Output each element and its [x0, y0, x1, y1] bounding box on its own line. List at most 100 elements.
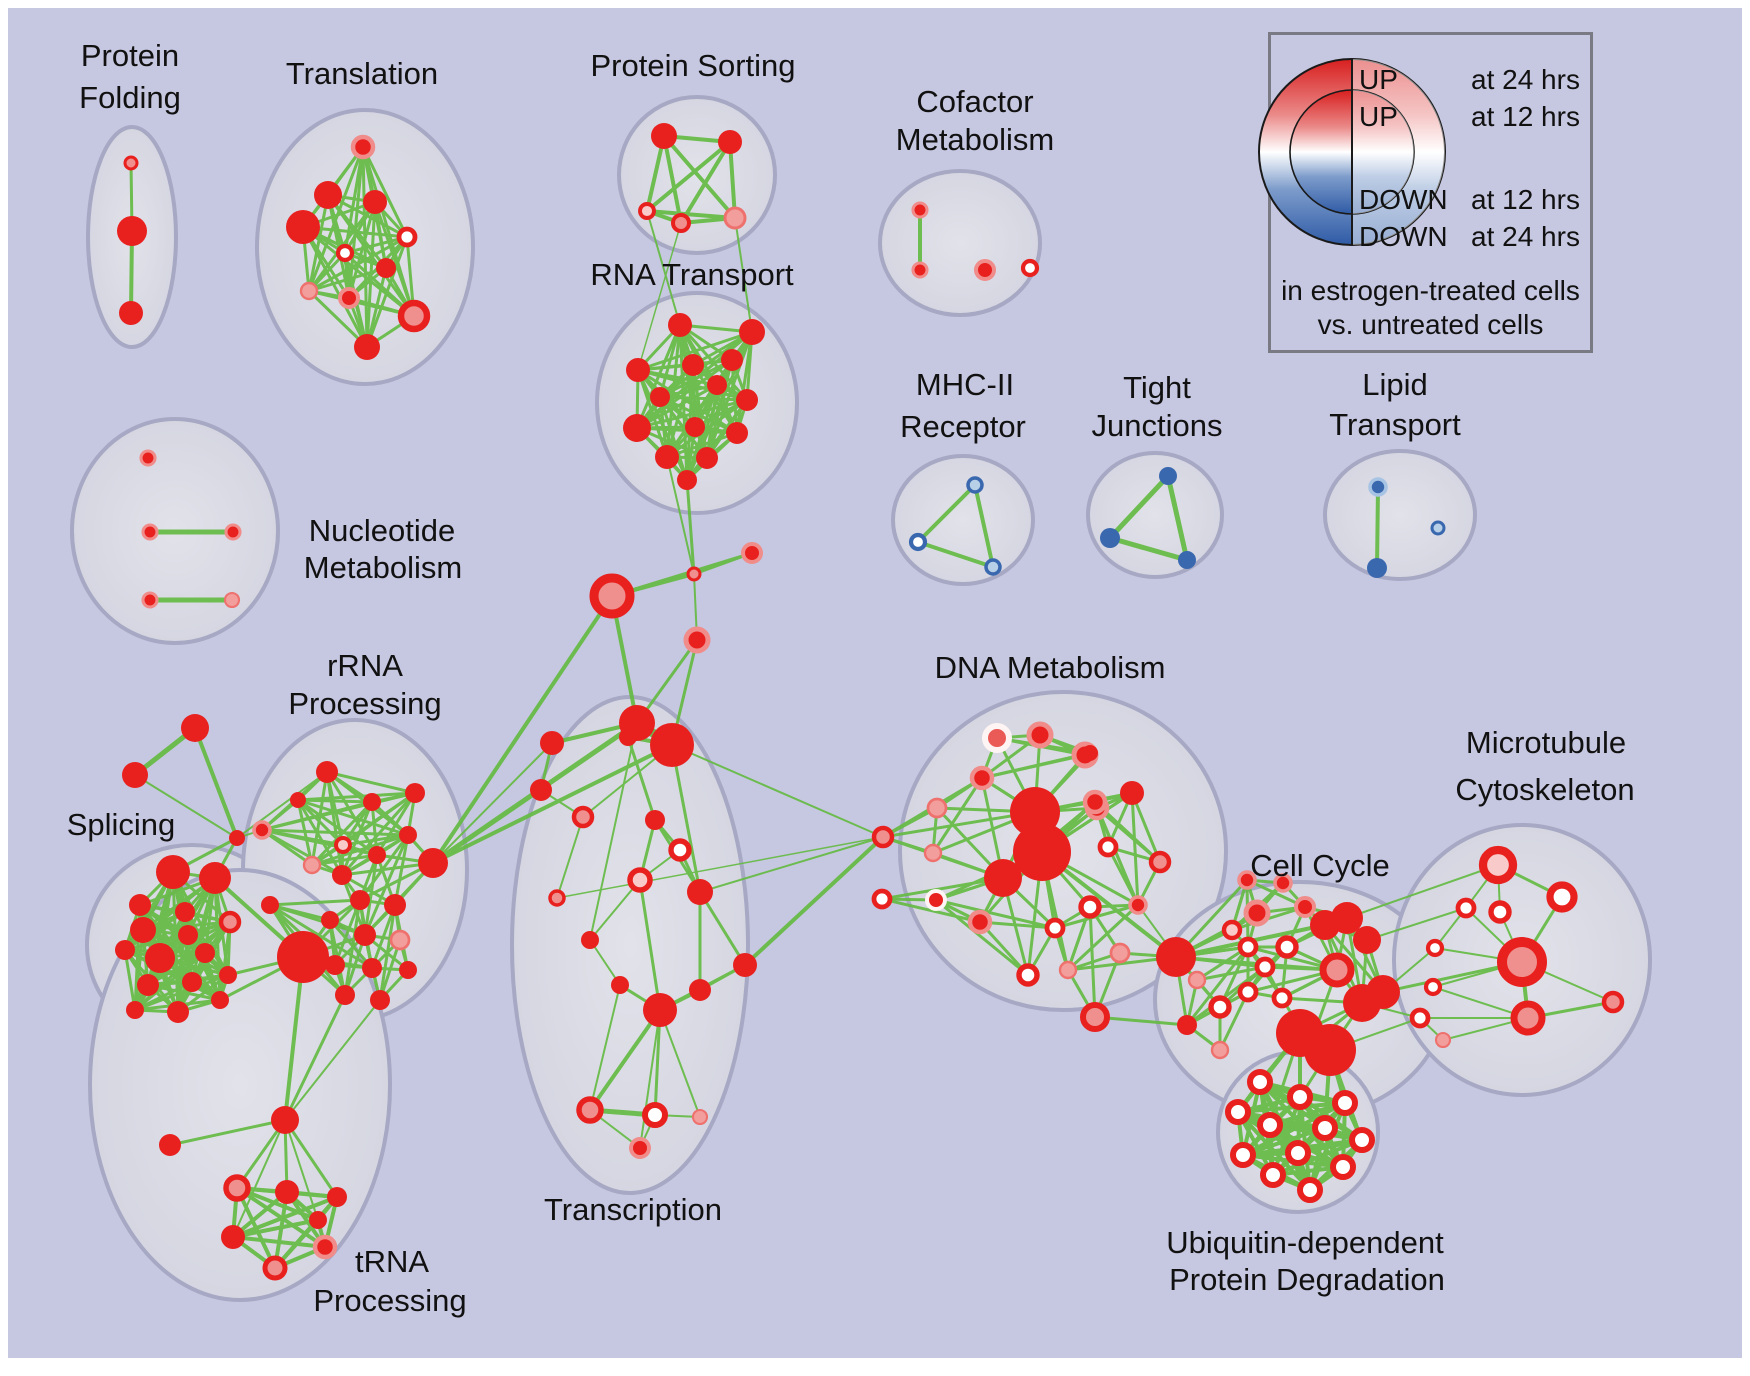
- gene-node: [397, 299, 431, 333]
- gene-node: [1247, 1069, 1273, 1095]
- gene-node: [1013, 823, 1071, 881]
- network-edge: [916, 483, 977, 544]
- gene-node: [1423, 977, 1443, 997]
- network-edge: [1107, 535, 1190, 563]
- network-edge: [123, 948, 230, 977]
- network-edge: [626, 735, 657, 822]
- gene-node: [115, 940, 135, 960]
- gene-node: [969, 765, 995, 791]
- gene-node: [1178, 551, 1196, 569]
- cluster-label-tj: Junctions: [1092, 408, 1223, 443]
- network-edge: [665, 431, 739, 459]
- gene-node: [1237, 870, 1257, 890]
- network-edge: [1185, 945, 1250, 1027]
- network-edge: [260, 828, 344, 877]
- network-edge: [978, 920, 1057, 930]
- cluster-label-mt: Microtubule: [1466, 725, 1626, 760]
- gene-node: [1294, 896, 1316, 918]
- gene-node: [1208, 995, 1232, 1019]
- gene-node: [589, 573, 635, 619]
- gene-node: [668, 313, 692, 337]
- network-edge: [705, 383, 719, 460]
- gene-node: [384, 894, 406, 916]
- gene-node: [145, 943, 175, 973]
- gene-node: [911, 201, 929, 219]
- gene-node: [721, 349, 743, 371]
- gene-node: [1271, 987, 1293, 1009]
- gene-node: [1601, 990, 1625, 1014]
- gene-node: [286, 210, 320, 244]
- gene-node: [1210, 1040, 1230, 1060]
- gene-node: [1332, 1090, 1358, 1116]
- gene-node: [275, 1180, 299, 1204]
- network-edge: [698, 890, 747, 967]
- gene-node: [871, 825, 895, 849]
- gene-node: [926, 797, 948, 819]
- gene-node: [984, 859, 1022, 897]
- cluster-label-nm: Nucleotide: [309, 513, 455, 548]
- network-edge: [934, 898, 1030, 977]
- network-edge: [432, 789, 542, 864]
- network-edge: [670, 743, 702, 894]
- gene-node: [141, 523, 159, 541]
- gene-node: [290, 792, 306, 808]
- network-edge: [589, 879, 641, 941]
- gene-node: [966, 476, 984, 494]
- gene-node: [389, 929, 411, 951]
- network-edge: [666, 456, 695, 575]
- gene-node: [651, 123, 677, 149]
- gene-node: [229, 830, 245, 846]
- gene-node: [1026, 721, 1054, 749]
- gene-node: [726, 422, 748, 444]
- network-edge: [268, 903, 367, 937]
- gene-node: [1082, 789, 1108, 815]
- network-edge: [347, 145, 365, 300]
- cluster-ellipse-mh: [891, 454, 1035, 586]
- gene-node: [1148, 850, 1172, 874]
- network-edge: [556, 816, 584, 899]
- network-edge: [636, 330, 754, 372]
- gene-node: [139, 449, 157, 467]
- network-edge: [296, 798, 410, 837]
- gene-node: [1058, 960, 1078, 980]
- network-edge: [273, 1190, 289, 1270]
- cluster-labels: Protein Folding Translation Protein Sorting…: [67, 38, 1635, 1318]
- network-edge: [284, 999, 381, 1121]
- gene-node: [338, 287, 360, 309]
- gene-node: [871, 888, 893, 910]
- network-edge: [260, 828, 379, 857]
- gene-node: [1455, 897, 1477, 919]
- gene-node: [363, 190, 387, 214]
- gene-node: [271, 1106, 299, 1134]
- gene-node: [1488, 900, 1512, 924]
- gene-node: [643, 993, 677, 1027]
- gene-node: [1097, 836, 1119, 858]
- network-edge: [881, 810, 1037, 839]
- network-edge: [260, 828, 410, 837]
- gene-node: [1260, 1162, 1286, 1188]
- gene-node: [707, 375, 727, 395]
- gene-node: [252, 820, 272, 840]
- legend-box: UP at 24 hrs UP at 12 hrs DOWN at 12 hrs…: [1258, 32, 1593, 353]
- network-edge: [393, 833, 410, 907]
- gene-node: [623, 414, 651, 442]
- gene-node: [1510, 1000, 1546, 1036]
- network-edge: [325, 770, 417, 795]
- network-edge: [556, 836, 884, 899]
- cluster-ellipse-tx: [510, 695, 750, 1195]
- legend-caption-line1: in estrogen-treated cells: [1281, 275, 1580, 306]
- gene-node: [548, 889, 566, 907]
- network-edge: [973, 483, 995, 569]
- gene-node: [540, 731, 564, 755]
- gene-node: [1304, 1024, 1356, 1076]
- network-edge: [301, 225, 409, 239]
- gene-node: [350, 134, 376, 160]
- network-edge: [646, 210, 681, 326]
- gene-node: [316, 761, 338, 783]
- network-edge: [645, 209, 737, 220]
- gene-node: [1177, 1015, 1197, 1035]
- network-edge: [340, 861, 435, 877]
- gene-node: [261, 896, 279, 914]
- gene-node: [223, 591, 241, 609]
- network-edge: [341, 833, 410, 847]
